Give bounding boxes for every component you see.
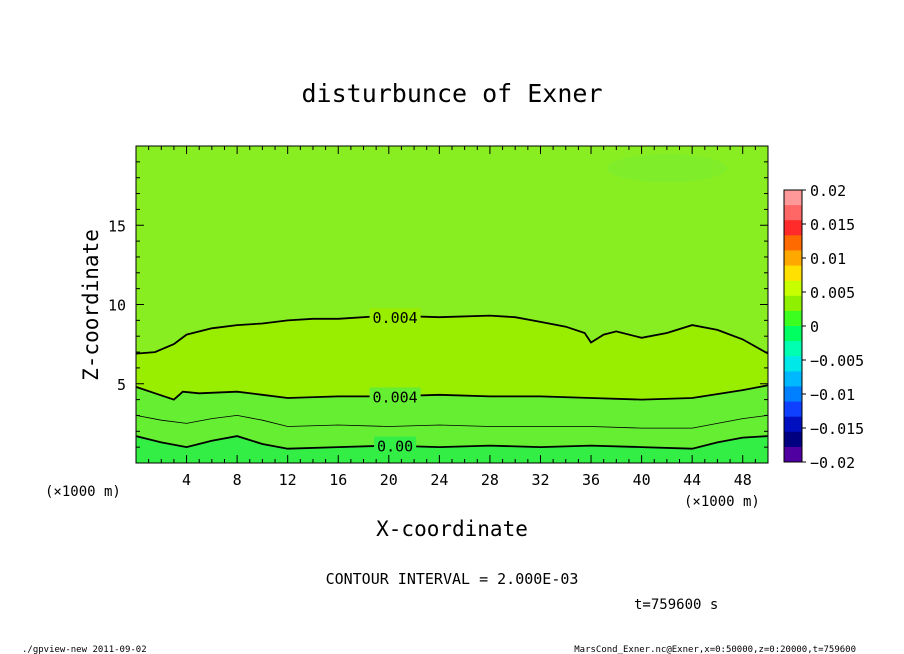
colorbar-swatch [784,386,802,403]
colorbar-swatch [784,356,802,372]
colorbar-tick-label: 0.015 [810,216,855,234]
colorbar-swatch [784,416,802,433]
colorbar-swatch [784,235,802,251]
contour-label-bg [369,308,421,326]
contour-label: 0.004 [373,388,418,406]
colorbar-swatch [784,341,802,357]
colorbar-tick-label: 0.02 [810,182,846,200]
contour-interval-note: CONTOUR INTERVAL = 2.000E-03 [326,570,579,588]
x-tick-label: 32 [531,471,549,489]
contour-line-0 [135,314,769,355]
x-tick-label: 12 [279,471,297,489]
program-footer: ./gpview-new 2011-09-02 [22,645,147,654]
colorbar-tick-label: 0 [810,318,819,336]
colorbar-swatch [784,265,802,282]
x-tick-label: 24 [430,471,448,489]
colorbar-swatch [784,371,802,387]
colorbar: 0.02 0.015 0.01 0.005 0 −0.005 −0.01 −0.015 −0.0… [783,182,864,472]
colorbar-swatch [784,431,802,448]
colorbar-swatch [784,190,802,206]
colorbar-tick-label: −0.015 [810,420,864,438]
contour-line-1 [135,384,769,401]
colorbar-tick-label: −0.005 [810,352,864,370]
colorbar-tick-label: 0.005 [810,284,855,302]
x-tick-label: 8 [233,471,242,489]
x-tick-label: 48 [734,471,752,489]
colorbar-swatch [784,401,802,418]
time-label: t=759600 s [634,597,718,613]
y-tick-label: 10 [108,297,126,315]
region-bottom [136,436,768,463]
colorbar-swatch [784,220,802,236]
x-unit-right: (×1000 m) [684,494,760,510]
x-unit-left: (×1000 m) [45,484,121,500]
x-tick-label: 20 [380,471,398,489]
x-tick-label: 36 [582,471,600,489]
x-tick-label: 44 [683,471,701,489]
source-footer: MarsCond_Exner.nc@Exner,x=0:50000,z=0:20… [574,645,856,654]
colorbar-swatch [784,310,802,327]
region-lower [136,385,768,463]
colorbar-swatch [784,205,802,221]
x-tick-label: 4 [182,471,191,489]
colorbar-tick-label: −0.01 [810,386,855,404]
x-tick-label: 40 [633,471,651,489]
contour-label: 0.004 [373,309,418,327]
x-tick-label: 28 [481,471,499,489]
colorbar-swatch [784,250,802,267]
colorbar-tick-label: −0.02 [810,454,855,472]
colorbar-swatch [784,280,802,297]
contour-label: 0.00 [377,438,413,456]
colorbar-tick-label: 0.01 [810,250,846,268]
contour-line-2 [135,414,769,429]
chart-title: disturbunce of Exner [301,79,602,108]
y-tick-label: 15 [108,217,126,235]
region-upper-patch [606,154,727,183]
colorbar-swatch [784,446,802,463]
colorbar-swatch [784,326,802,342]
colorbar-swatch [784,295,802,312]
x-tick-label: 16 [329,471,347,489]
y-tick-label: 5 [117,376,126,394]
x-axis-label: X-coordinate [376,517,528,541]
contour-label-bg [374,436,417,454]
y-axis-label: Z-coordinate [79,229,103,381]
contour-label-bg [369,387,421,405]
